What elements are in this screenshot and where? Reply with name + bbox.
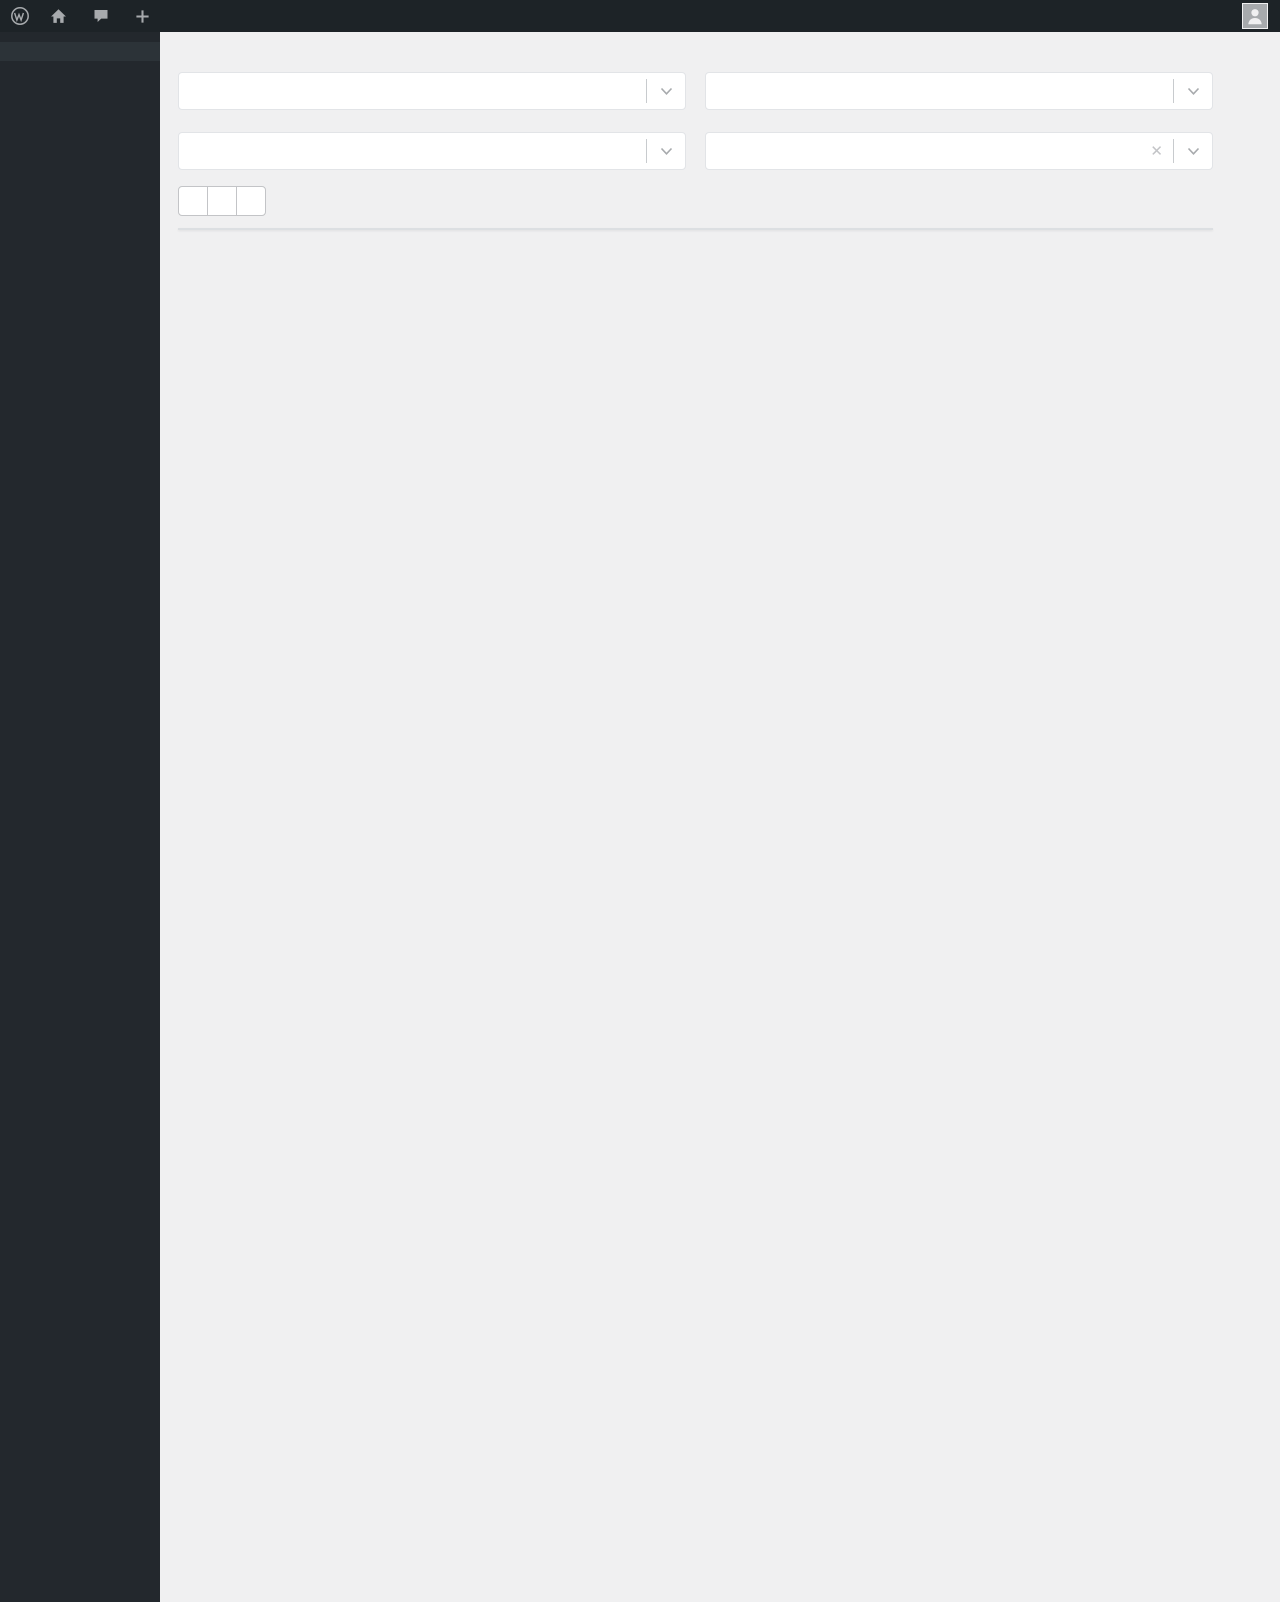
divider <box>1173 79 1174 103</box>
statuses-filter: ✕ <box>705 124 1213 170</box>
locations-select-tail <box>1173 73 1212 109</box>
divider <box>646 139 647 163</box>
plus-icon <box>135 9 150 24</box>
wordpress-logo-menu[interactable] <box>0 0 40 32</box>
statuses-select[interactable]: ✕ <box>705 132 1213 170</box>
site-name-link[interactable] <box>40 0 83 32</box>
chevron-down-icon <box>647 147 685 156</box>
employees-filter <box>178 124 686 170</box>
comments-admin-bar-link[interactable] <box>83 0 125 32</box>
page-title <box>178 32 1213 60</box>
divider <box>646 79 647 103</box>
locations-filter <box>705 64 1213 110</box>
admin-sidebar <box>0 32 160 1602</box>
services-filter <box>178 64 686 110</box>
admin-bar <box>0 0 1280 32</box>
user-avatar[interactable] <box>1242 3 1268 29</box>
chevron-down-icon <box>1174 87 1212 96</box>
services-select[interactable] <box>178 72 686 110</box>
locations-select[interactable] <box>705 72 1213 110</box>
admin-bar-left <box>0 0 166 32</box>
services-select-tail <box>646 73 685 109</box>
comment-bubble-icon <box>93 8 109 24</box>
new-content-link[interactable] <box>125 0 166 32</box>
next-button[interactable] <box>236 186 266 216</box>
employees-select[interactable] <box>178 132 686 170</box>
statuses-select-tail: ✕ <box>1150 133 1212 169</box>
employees-select-tail <box>646 133 685 169</box>
today-button[interactable] <box>178 186 208 216</box>
divider <box>1173 139 1174 163</box>
admin-bar-right <box>1234 0 1280 32</box>
wordpress-logo-icon <box>10 6 30 26</box>
chevron-down-icon <box>647 87 685 96</box>
previous-button[interactable] <box>207 186 237 216</box>
filters-panel: ✕ <box>178 64 1213 170</box>
page-footer <box>178 294 1213 308</box>
admin-layout: ✕ <box>0 32 1280 1602</box>
calendar-toolbar <box>178 186 1213 216</box>
chevron-down-icon <box>1174 147 1212 156</box>
clear-statuses-icon[interactable]: ✕ <box>1150 143 1163 160</box>
appointments-submenu <box>0 42 160 61</box>
calendar-grid <box>178 228 1213 230</box>
nav-button-group <box>178 186 266 216</box>
home-icon <box>50 8 67 25</box>
main-content: ✕ <box>160 32 1280 1602</box>
